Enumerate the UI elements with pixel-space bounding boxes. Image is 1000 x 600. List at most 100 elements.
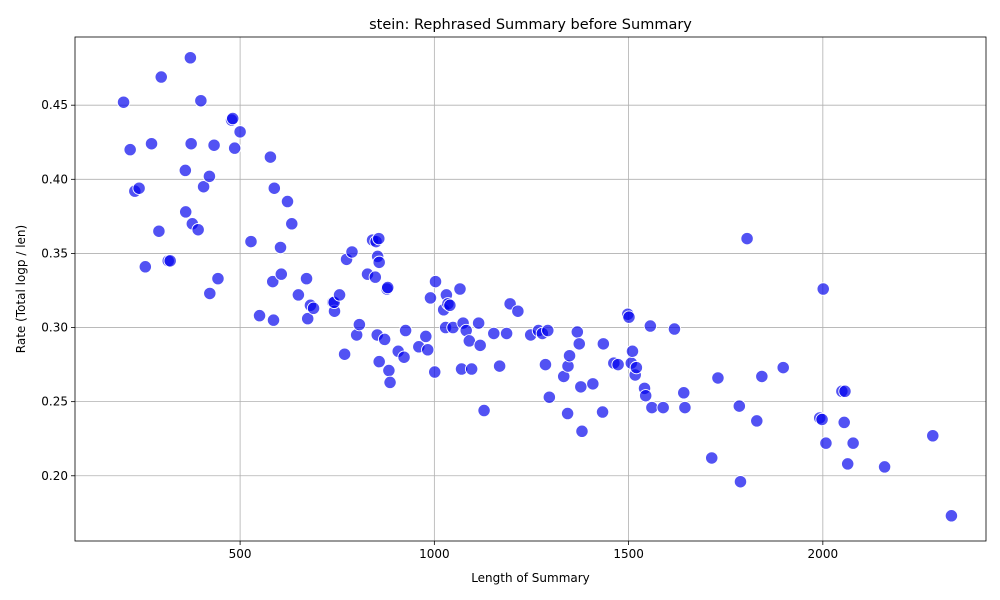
data-point <box>252 309 267 323</box>
data-point <box>639 389 653 403</box>
data-point <box>443 298 457 312</box>
data-point <box>203 286 217 301</box>
data-point <box>816 282 830 296</box>
data-point <box>492 359 507 373</box>
data-point <box>477 403 491 418</box>
data-point <box>267 181 281 195</box>
data-point <box>274 267 288 281</box>
data-points <box>116 51 959 523</box>
data-point <box>625 344 640 358</box>
data-point <box>586 377 600 391</box>
data-point <box>285 217 299 231</box>
data-point <box>368 270 382 284</box>
y-tick-label: 0.45 <box>41 98 68 112</box>
data-point <box>944 509 959 523</box>
data-point <box>116 95 131 109</box>
data-point <box>755 369 769 384</box>
data-point <box>487 326 501 341</box>
data-point <box>266 274 280 289</box>
data-point <box>596 337 610 351</box>
x-tick-label: 1000 <box>419 547 450 561</box>
data-point <box>819 436 833 450</box>
data-point <box>398 323 413 338</box>
data-point <box>132 181 146 195</box>
data-point <box>273 240 288 255</box>
data-point <box>841 457 855 471</box>
data-point <box>377 332 392 347</box>
data-point <box>228 141 242 155</box>
data-point <box>244 234 258 249</box>
data-point <box>372 255 386 269</box>
data-point <box>383 375 397 390</box>
y-tick-label: 0.20 <box>41 469 68 483</box>
data-point <box>178 163 192 178</box>
x-tick-label: 500 <box>229 547 252 561</box>
data-point <box>280 194 295 209</box>
data-point <box>266 313 281 327</box>
data-point <box>732 399 746 413</box>
chart-title: stein: Rephrased Summary before Summary <box>369 17 692 33</box>
data-point <box>541 323 555 338</box>
data-point <box>570 325 584 339</box>
data-point <box>629 360 644 375</box>
data-point <box>337 347 352 361</box>
data-point <box>196 180 211 194</box>
data-point <box>815 412 829 427</box>
data-point <box>419 329 433 344</box>
data-point <box>574 380 588 394</box>
data-point <box>301 311 315 326</box>
y-axis-ticks: 0.20 0.25 0.30 0.35 0.40 0.45 <box>41 98 75 483</box>
data-point <box>194 94 208 108</box>
data-point <box>575 424 589 438</box>
data-point <box>464 362 479 376</box>
data-point <box>740 231 754 246</box>
data-point <box>352 317 367 332</box>
data-point <box>511 304 525 318</box>
data-point <box>611 357 625 372</box>
data-point <box>154 70 168 84</box>
x-axis-ticks: 500 1000 1500 2000 <box>229 541 838 561</box>
data-point <box>423 291 438 305</box>
data-point <box>144 137 159 151</box>
data-point <box>595 405 610 419</box>
data-point <box>152 224 166 238</box>
data-point <box>191 223 205 237</box>
data-point <box>453 282 467 296</box>
data-point <box>776 360 790 375</box>
data-point <box>263 150 278 164</box>
data-point <box>622 310 636 324</box>
data-point <box>562 349 577 363</box>
data-point <box>837 415 851 430</box>
data-point <box>123 143 137 157</box>
data-point <box>179 205 193 219</box>
data-point <box>233 125 247 139</box>
data-point <box>211 271 225 286</box>
data-point <box>184 137 198 151</box>
data-point <box>711 371 725 385</box>
data-point <box>291 288 306 302</box>
x-axis-label: Length of Summary <box>471 571 590 585</box>
data-point <box>926 429 940 443</box>
data-point <box>183 51 198 65</box>
data-point <box>572 337 586 351</box>
data-point <box>421 343 435 357</box>
data-point <box>877 460 892 474</box>
data-point <box>345 245 359 259</box>
data-point <box>643 319 657 333</box>
y-tick-label: 0.40 <box>41 172 68 186</box>
data-point <box>656 400 670 415</box>
data-point <box>678 400 692 415</box>
data-point <box>306 301 321 315</box>
data-point <box>542 390 556 404</box>
data-point <box>838 384 852 398</box>
data-point <box>733 475 748 489</box>
data-point <box>372 354 386 369</box>
y-tick-label: 0.25 <box>41 395 68 409</box>
data-point <box>163 254 177 268</box>
data-point <box>381 280 395 295</box>
data-point <box>202 169 217 183</box>
data-point <box>750 414 764 428</box>
data-point <box>538 357 553 372</box>
data-point <box>372 231 386 246</box>
